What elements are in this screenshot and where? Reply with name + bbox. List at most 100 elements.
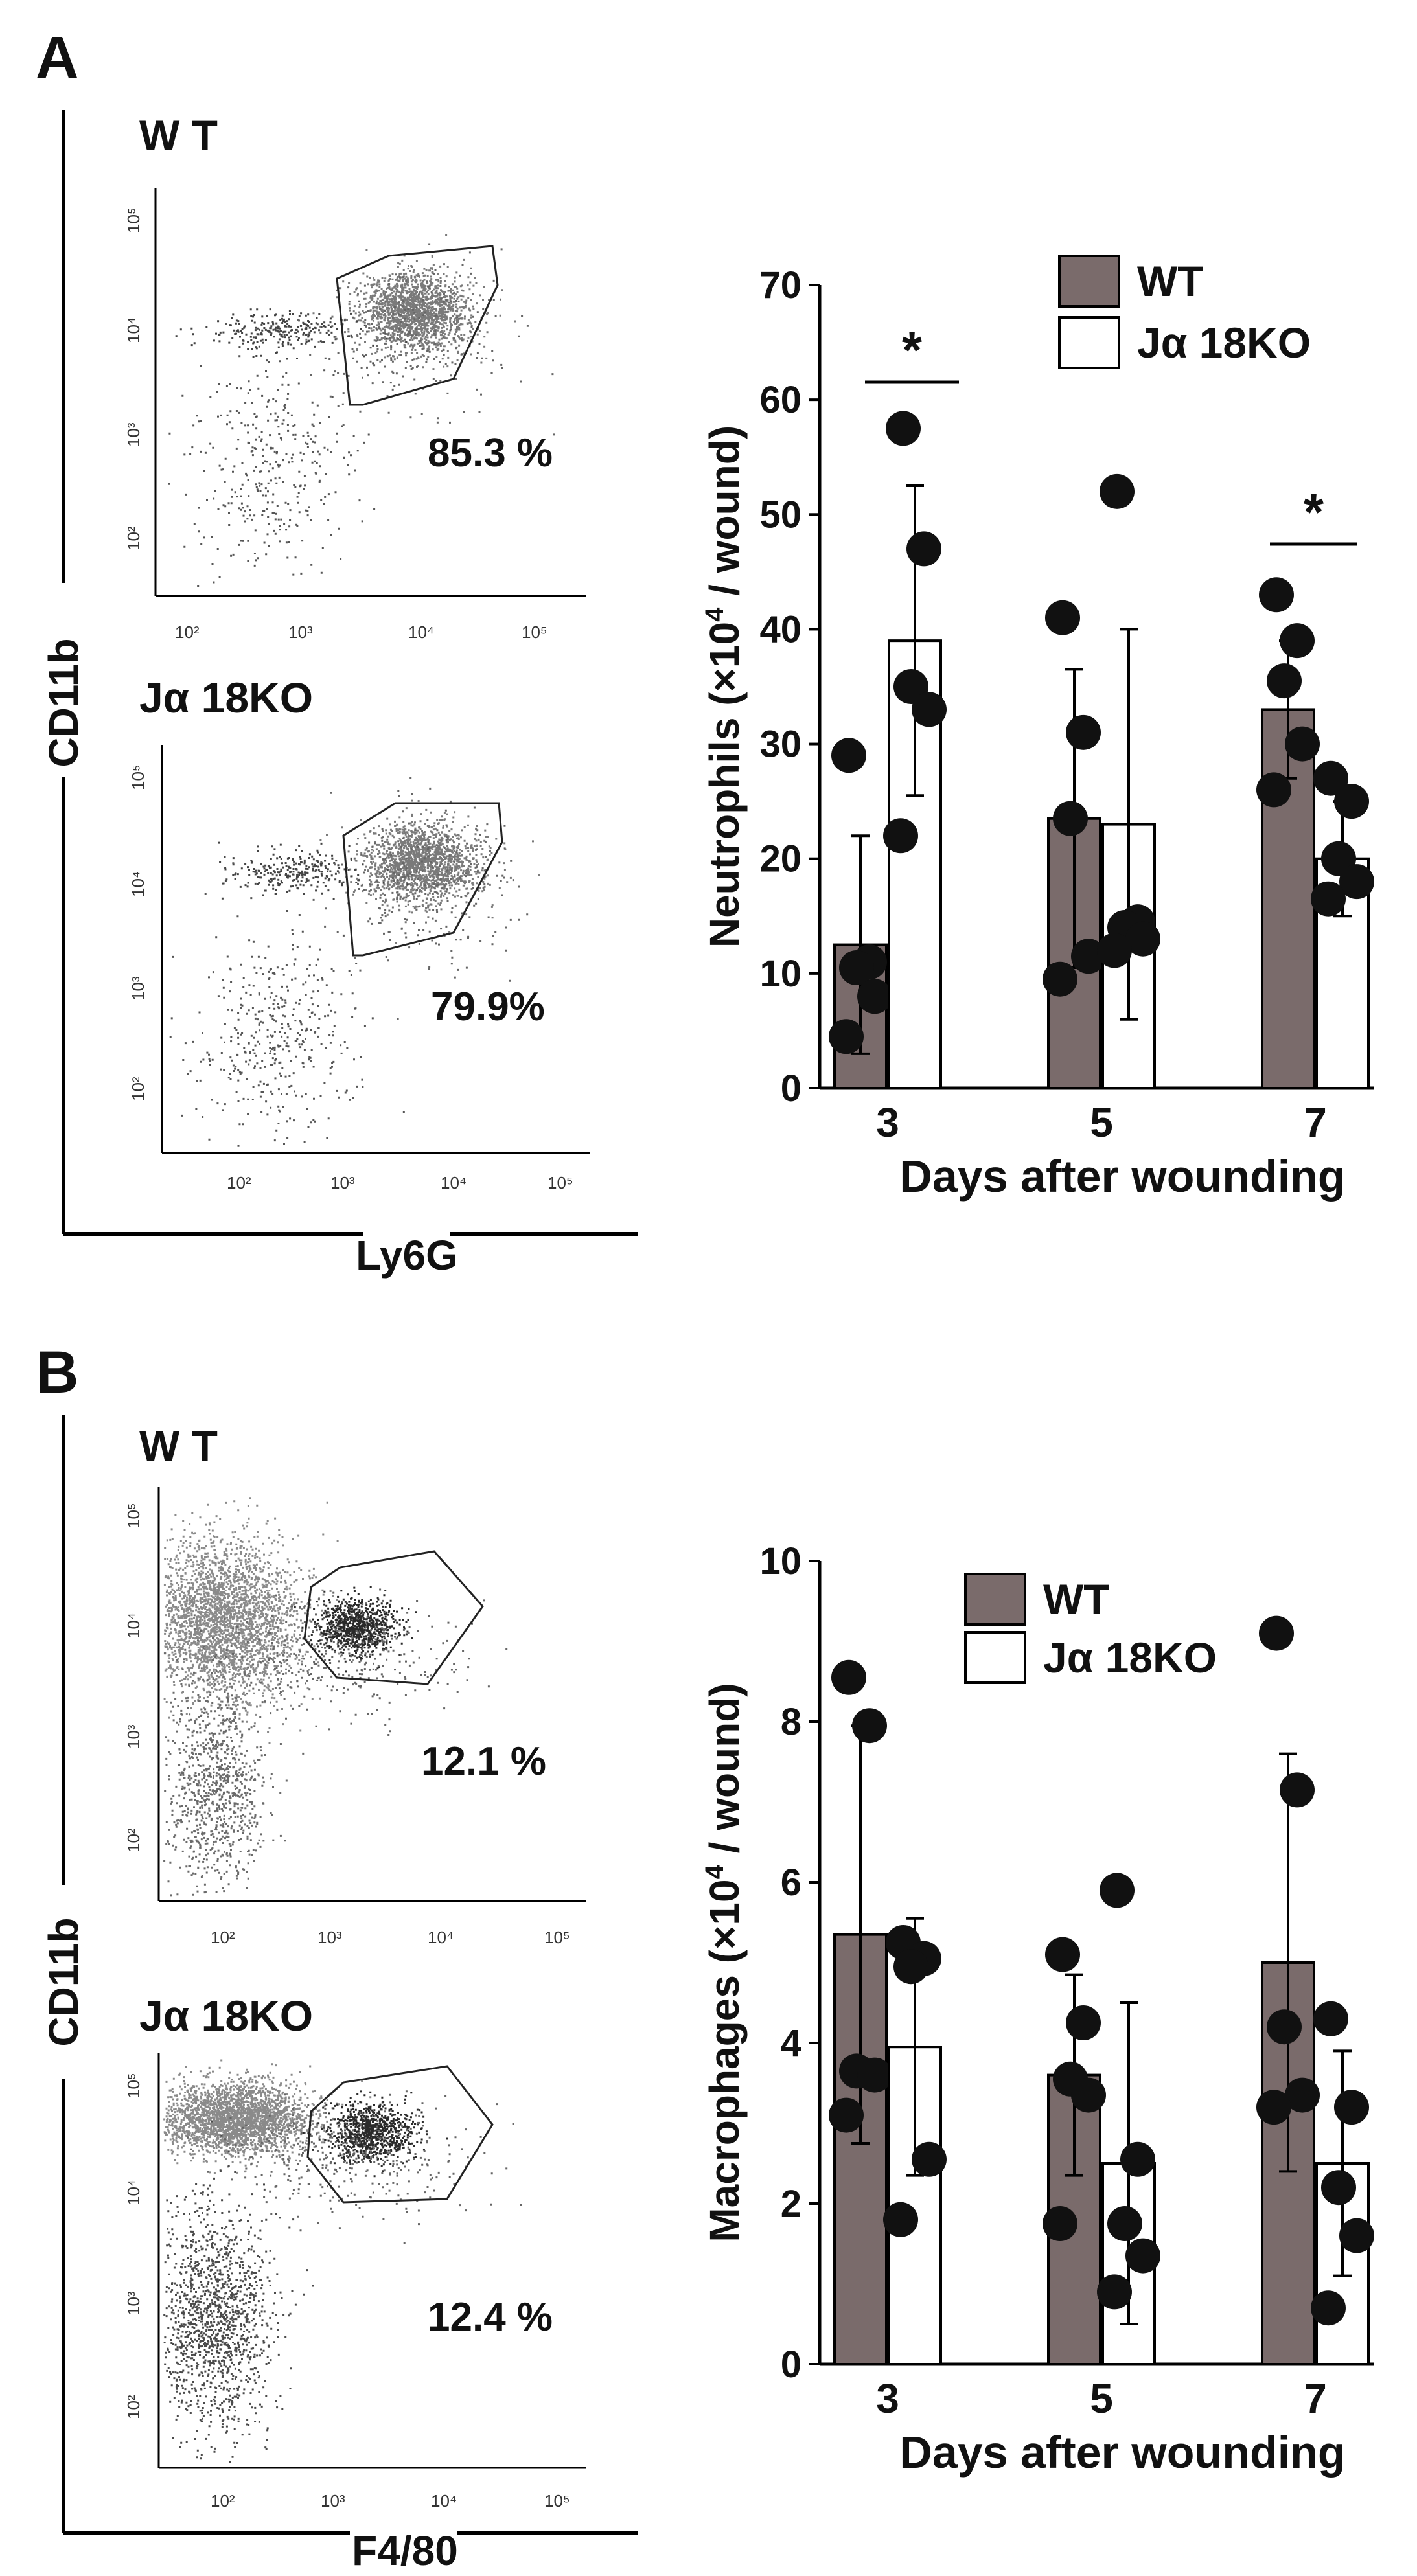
data-point xyxy=(1339,864,1374,900)
flow-b-wt-xtick: 10² xyxy=(211,1928,235,1947)
flow-a-ko-xtick: 10³ xyxy=(330,1173,355,1192)
flow-a-wt-ytick: 10³ xyxy=(124,422,143,447)
flow-a-ko-xtick: 10² xyxy=(227,1173,251,1192)
flow-dot-cloud xyxy=(163,2059,372,2174)
flow-dot-cloud xyxy=(163,2120,314,2463)
y-axis-label: Neutrophils (×104 / wound) xyxy=(700,426,748,948)
y-tick-label: 4 xyxy=(781,2022,801,2064)
flow-a-wt-percent: 85.3 % xyxy=(428,431,553,475)
y-tick-label: 70 xyxy=(759,264,801,306)
flow-b-ko-percent: 12.4 % xyxy=(428,2295,553,2340)
flow-dot-cloud xyxy=(281,243,555,436)
flow-b-ko-gate xyxy=(306,2065,494,2204)
flow-b-ko-xtick: 10⁴ xyxy=(431,2491,457,2511)
flow-b-wt-ytick: 10⁴ xyxy=(124,1613,143,1639)
flow-a-ko-gate xyxy=(342,802,503,957)
data-point xyxy=(886,411,921,446)
legend-label: Jα 18KO xyxy=(1043,1634,1217,1681)
flow-plot-b-wt: 12.1 % 10² 10³ 10⁴ 10⁵ 10² 10³ 10⁴ 10⁵ xyxy=(124,1487,586,1947)
flow-b-ko-ytick: 10² xyxy=(124,2395,143,2419)
data-point xyxy=(829,1019,864,1054)
legend-swatch xyxy=(1058,255,1120,308)
flow-dot-cloud xyxy=(168,323,386,587)
flow-a-wt-ytick: 10⁴ xyxy=(124,317,143,343)
x-tick-label: 3 xyxy=(876,1099,899,1146)
flow-plot-b-ko: 12.4 % 10² 10³ 10⁴ 10⁵ 10² 10³ 10⁴ 10⁵ xyxy=(124,2053,586,2511)
flow-a-ko-ytick: 10⁴ xyxy=(128,871,148,897)
data-point xyxy=(1066,2005,1101,2040)
y-tick-label: 0 xyxy=(781,1067,801,1110)
flow-a-wt-xtick: 10³ xyxy=(288,622,313,642)
flow-b-ko-ytick: 10⁴ xyxy=(124,2180,143,2206)
flow-a-wt-gate xyxy=(336,245,499,406)
data-point xyxy=(912,2141,947,2177)
significance-star: * xyxy=(902,321,923,379)
data-point xyxy=(1071,2077,1106,2113)
flow-a-ko-xtick: 10⁴ xyxy=(441,1173,467,1192)
flow-plot-a-wt: 85.3 % 10² 10³ 10⁴ 10⁵ 10² 10³ 10⁴ 10⁵ xyxy=(124,188,586,642)
flow-b-wt-gate xyxy=(303,1550,484,1685)
data-point xyxy=(1285,726,1320,762)
flow-b-wt-y-ticks: 10² 10³ 10⁴ 10⁵ xyxy=(124,1503,143,1852)
flow-dot-cloud xyxy=(218,841,409,900)
flow-b-wt-xtick: 10⁴ xyxy=(428,1928,454,1947)
flow-b-ko-dots xyxy=(163,2059,522,2463)
legend-swatch xyxy=(964,1573,1026,1626)
panel-a-flow-x-label: Ly6G xyxy=(356,1232,458,1279)
data-point xyxy=(1259,577,1294,613)
y-tick-label: 10 xyxy=(759,1540,801,1582)
macrophages-bar-chart: 0 2 4 6 8 10 Macrophages (×104 / wound) 3 5 7 Days… xyxy=(700,1540,1374,2478)
panel-b-letter: B xyxy=(36,1339,78,1406)
data-point xyxy=(857,979,892,1014)
flow-dot-cloud xyxy=(169,862,405,1147)
flow-a-ko-ytick: 10⁵ xyxy=(128,764,148,790)
data-point xyxy=(1285,2077,1320,2113)
neutrophils-bar-chart: 0 10 20 30 40 50 60 70 Neutrophils (×104 / wound… xyxy=(700,255,1374,1202)
flow-dot-cloud xyxy=(175,308,408,365)
data-point xyxy=(1311,2290,1346,2326)
data-point xyxy=(1334,2090,1369,2125)
flow-b-ko-title: Jα 18KO xyxy=(139,1992,313,2040)
y-tick-label: 30 xyxy=(759,724,801,766)
flow-b-ko-y-ticks: 10² 10³ 10⁴ 10⁵ xyxy=(124,2073,143,2419)
legend-label: Jα 18KO xyxy=(1137,319,1311,367)
data-point xyxy=(1125,921,1160,957)
flow-a-wt-ytick: 10⁵ xyxy=(124,207,143,233)
data-point xyxy=(831,1659,866,1695)
flow-a-ko-xtick: 10⁵ xyxy=(547,1173,573,1192)
data-point xyxy=(1053,801,1088,836)
data-point xyxy=(839,950,874,985)
flow-a-ko-ytick: 10² xyxy=(128,1077,148,1101)
data-point xyxy=(1321,2170,1356,2206)
flow-a-wt-title: W T xyxy=(139,111,218,159)
data-point xyxy=(1259,1615,1294,1651)
data-point xyxy=(831,738,866,773)
flow-a-ko-title: Jα 18KO xyxy=(139,674,313,722)
y-tick-label: 60 xyxy=(759,379,801,421)
flow-a-wt-xtick: 10⁵ xyxy=(522,622,547,642)
flow-a-wt-xtick: 10⁴ xyxy=(408,622,434,642)
panel-a-ylabel-gap xyxy=(39,583,88,777)
flow-a-ko-x-ticks: 10² 10³ 10⁴ 10⁵ xyxy=(227,1173,573,1192)
data-point xyxy=(1120,2141,1155,2177)
flow-dot-cloud xyxy=(163,1614,296,1897)
flow-b-ko-ytick: 10³ xyxy=(124,2291,143,2316)
y-tick-label: 40 xyxy=(759,608,801,650)
legend-swatch xyxy=(964,1631,1026,1684)
data-point xyxy=(893,1949,928,1985)
panel-b-flow-x-label: F4/80 xyxy=(352,2527,458,2574)
x-axis-label: Days after wounding xyxy=(899,1151,1345,1202)
y-tick-label: 0 xyxy=(781,2343,801,2386)
y-tick-label: 20 xyxy=(759,838,801,880)
data-point xyxy=(1280,623,1315,659)
data-point xyxy=(883,2202,918,2237)
flow-a-wt-ytick: 10² xyxy=(124,526,143,551)
data-point xyxy=(1256,2090,1291,2125)
flow-b-wt-dots xyxy=(163,1497,508,1897)
flow-a-ko-percent: 79.9% xyxy=(431,985,545,1029)
y-tick-label: 50 xyxy=(759,494,801,536)
flow-a-wt-xtick: 10² xyxy=(175,622,200,642)
data-point xyxy=(1339,2218,1374,2253)
data-point xyxy=(1043,2206,1077,2241)
